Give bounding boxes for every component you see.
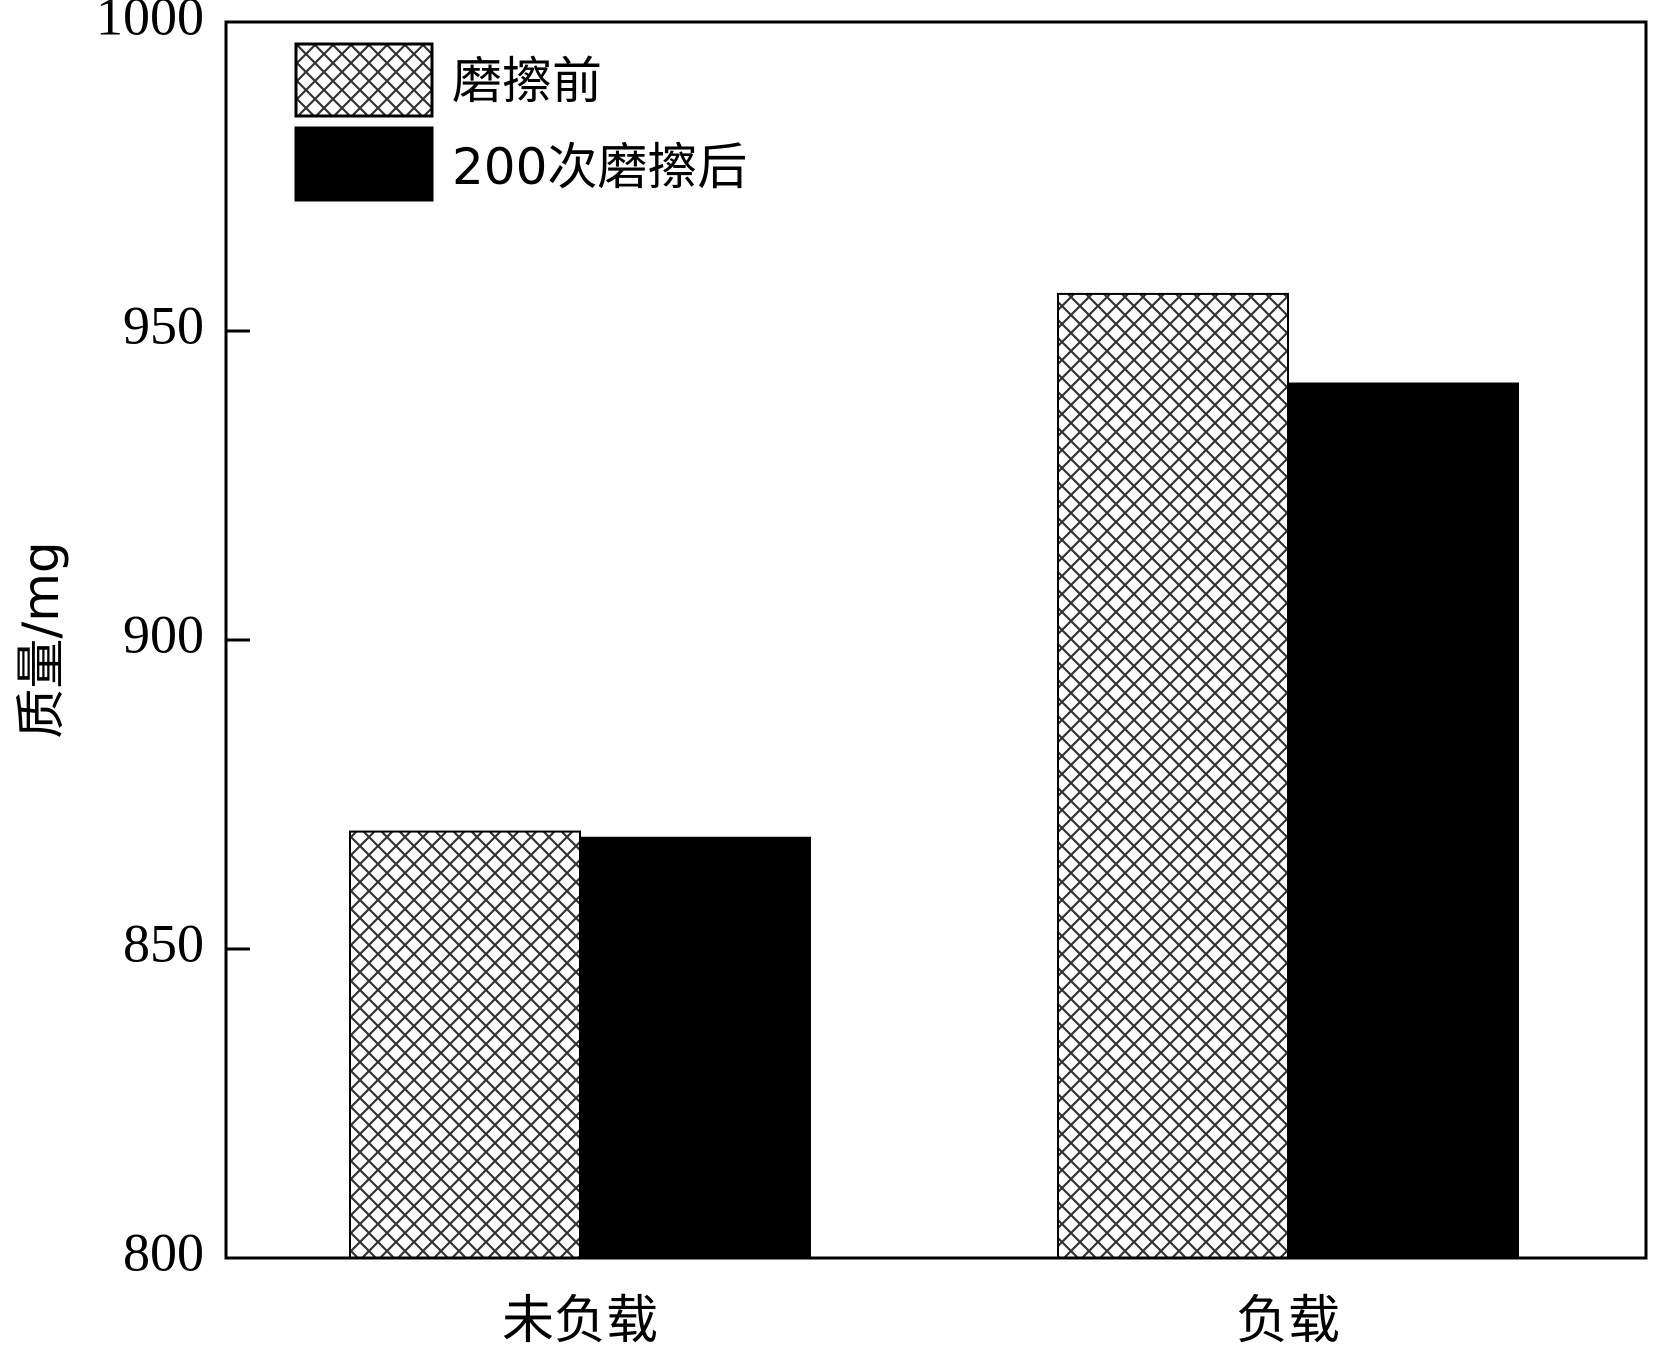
y-axis: 800 850 900 950 1000 <box>96 0 250 1282</box>
legend-swatch-before <box>294 42 434 118</box>
bar-before-1 <box>1057 292 1289 1260</box>
bar-after-0 <box>579 836 811 1259</box>
bar-before-0 <box>349 830 581 1260</box>
y-axis-label: 质量/mg <box>12 541 70 738</box>
y-tick-label: 900 <box>123 604 204 664</box>
legend: 磨擦前 200次磨擦后 <box>294 42 747 202</box>
bars-group <box>349 292 1519 1260</box>
x-axis: 未负载 负载 <box>502 1291 1340 1351</box>
bar-after-1 <box>1287 382 1519 1259</box>
x-category-label: 未负载 <box>502 1291 658 1351</box>
y-tick-label: 800 <box>123 1222 204 1282</box>
y-tick-label: 1000 <box>96 0 204 46</box>
y-tick-label: 850 <box>123 913 204 973</box>
legend-swatch-after <box>294 126 434 202</box>
legend-label-after: 200次磨擦后 <box>452 138 747 196</box>
legend-label-before: 磨擦前 <box>452 52 602 110</box>
x-category-label: 负载 <box>1236 1291 1340 1351</box>
y-tick-label: 950 <box>123 295 204 355</box>
